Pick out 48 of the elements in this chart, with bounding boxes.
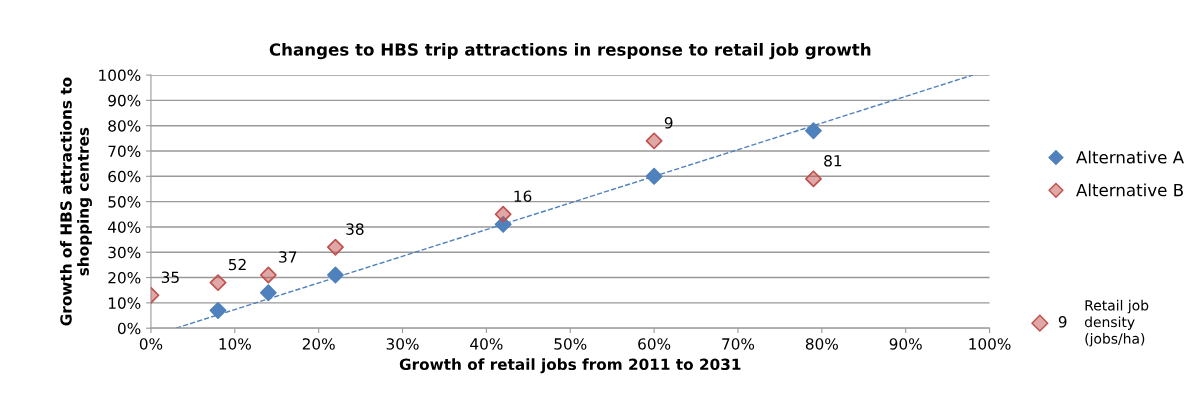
point: [209, 274, 227, 292]
annotation: 81: [824, 155, 842, 167]
x-tick-label: 40%: [470, 338, 503, 350]
x-tick-label: 70%: [722, 338, 755, 350]
point: [645, 167, 663, 185]
x-axis-title: Growth of retail jobs from 2011 to 2031: [399, 358, 741, 374]
x-tick-label: 100%: [969, 338, 1011, 350]
y-tick-label: 80%: [108, 120, 141, 132]
y-tick-label: 10%: [108, 297, 141, 309]
point: [804, 170, 822, 188]
y-tick-label: 100%: [99, 69, 141, 82]
y-tick-label: 50%: [108, 196, 141, 208]
y-tick-label: 60%: [108, 170, 141, 183]
x-tick-label: 90%: [889, 338, 922, 350]
point: [209, 302, 227, 319]
legend-label: Alternative A: [1076, 150, 1184, 164]
x-tick-label: 80%: [805, 338, 838, 350]
point: [326, 266, 344, 284]
annotation: 9: [664, 117, 673, 129]
text: Retail job density (jobs/ha): [1084, 299, 1149, 347]
annotation: 37: [279, 251, 297, 263]
text: 9: [1058, 316, 1067, 328]
x-tick-label: 30%: [386, 338, 419, 350]
y-tick-label: 20%: [108, 272, 141, 284]
point: [259, 266, 277, 284]
x-tick-label: 0%: [139, 338, 163, 350]
annotation: 35: [161, 271, 179, 283]
chart-title: Changes to HBS trip attractions in response to retail job growth: [269, 42, 871, 60]
y-tick-label: 0%: [118, 322, 141, 335]
annotation: 38: [346, 223, 364, 235]
point: [326, 238, 344, 256]
point: [804, 122, 822, 140]
y-tick-label: 90%: [108, 94, 141, 107]
y-tick-label: 30%: [108, 246, 141, 259]
point: [494, 215, 512, 233]
x-tick-label: 20%: [302, 338, 335, 350]
point: [259, 284, 277, 302]
y-tick-label: 70%: [108, 145, 141, 158]
x-tick-label: 50%: [554, 338, 587, 350]
point: [645, 132, 663, 150]
annotation: 16: [514, 190, 532, 202]
legend-label: Alternative B: [1076, 183, 1183, 197]
point: [494, 205, 512, 223]
y-axis-title: Growth of HBS attractions to shopping centres: [59, 77, 92, 326]
annotation: 52: [228, 258, 246, 271]
y-tick-label: 40%: [108, 221, 141, 233]
x-tick-label: 60%: [638, 338, 671, 350]
x-tick-label: 10%: [219, 338, 251, 350]
